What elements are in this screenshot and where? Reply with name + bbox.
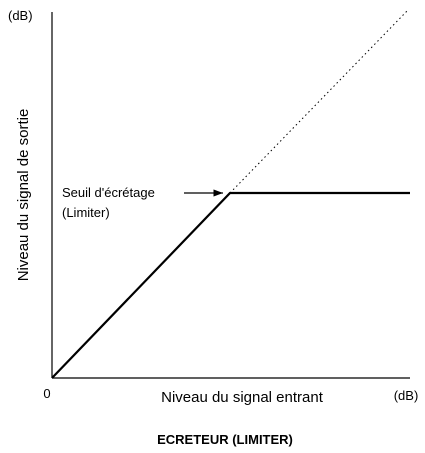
- threshold-label: Seuil d'écrétage: [62, 185, 155, 200]
- y-unit: (dB): [8, 8, 33, 23]
- x-axis-label: Niveau du signal entrant: [161, 389, 324, 406]
- x-unit: (dB): [394, 388, 419, 403]
- threshold-sublabel: (Limiter): [62, 205, 110, 220]
- limiter-curve: [51, 191, 410, 379]
- unity-line: [229, 9, 409, 194]
- caption: ECRETEUR (LIMITER): [157, 432, 293, 447]
- x-origin: 0: [43, 386, 50, 401]
- y-axis-label: Niveau du signal de sortie: [15, 109, 32, 282]
